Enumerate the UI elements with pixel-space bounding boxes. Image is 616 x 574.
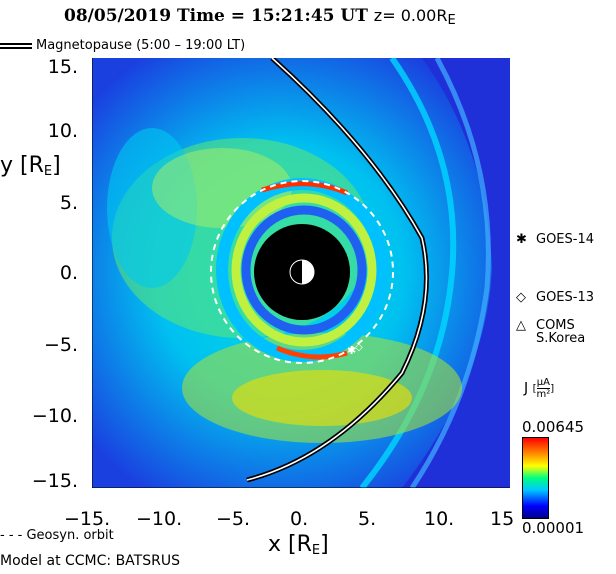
magnetosheath-region	[402, 58, 510, 488]
title-time: 08/05/2019 Time = 15:21:45 UT	[64, 6, 368, 26]
satellite-legend-korea: S.Korea	[536, 331, 586, 346]
colorbar	[522, 437, 549, 519]
x-tick: −5.	[216, 508, 251, 530]
x-tick: 0.	[290, 508, 309, 530]
goes-13-icon: ◇	[516, 290, 526, 305]
coms-icon: △	[516, 318, 526, 333]
x-axis-label: x [RE]	[268, 532, 329, 558]
model-label: Model at CCMC: BATSRUS	[0, 553, 180, 569]
satellite-legend-goes13: ◇ GOES-13	[516, 290, 595, 305]
geosynchronous-orbit	[210, 180, 394, 364]
goes-14-icon: ✱	[516, 232, 527, 247]
x-tick: 10.	[424, 508, 455, 530]
y-tick: 10.	[47, 120, 78, 142]
y-tick: −5.	[43, 334, 78, 356]
satellite-legend-goes14: ✱ GOES-14	[516, 232, 595, 247]
magnetopause-legend-label: Magnetopause (5:00 – 19:00 LT)	[36, 38, 246, 53]
y-tick: 5.	[59, 192, 78, 214]
satellite-legend-coms: △ COMS	[516, 318, 575, 333]
colorbar-max: 0.00645	[522, 418, 585, 436]
magnetopause-legend: Magnetopause (5:00 – 19:00 LT)	[0, 38, 245, 53]
current-density-map: ✱ ◇	[92, 58, 510, 488]
x-tick: 5.	[358, 508, 377, 530]
x-tick: −10.	[136, 508, 183, 530]
goes-13-marker-icon: ◇	[355, 342, 363, 353]
geosyn-legend: - - - Geosyn. orbit	[0, 528, 114, 543]
plot-title: 08/05/2019 Time = 15:21:45 UT z= 0.00RE	[64, 6, 456, 28]
goes-14-marker-icon: ✱	[347, 344, 356, 357]
colorbar-title: J [μA m²]	[524, 377, 555, 400]
x-tick: 15	[490, 508, 515, 530]
magnetopause-line-icon	[0, 42, 32, 49]
y-axis-label: y [RE]	[0, 153, 61, 179]
y-tick: 15.	[47, 56, 78, 78]
title-z-value: z= 0.00RE	[373, 6, 456, 28]
y-tick: 0.	[59, 262, 78, 284]
y-tick: −15.	[31, 470, 78, 492]
x-tick: −15.	[64, 508, 111, 530]
colorbar-min: 0.00001	[522, 519, 585, 537]
y-tick: −10.	[31, 405, 78, 427]
